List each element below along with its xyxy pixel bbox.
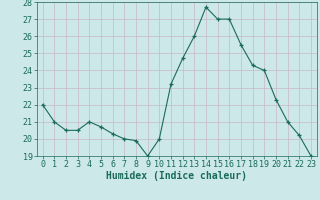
X-axis label: Humidex (Indice chaleur): Humidex (Indice chaleur) xyxy=(106,171,247,181)
